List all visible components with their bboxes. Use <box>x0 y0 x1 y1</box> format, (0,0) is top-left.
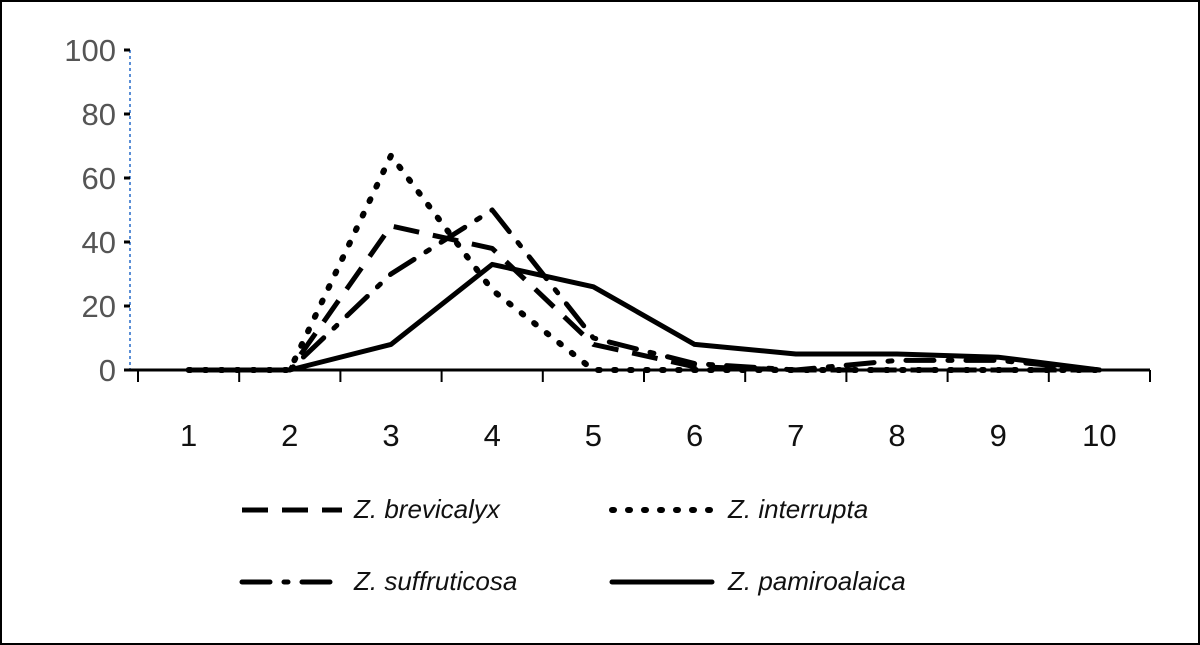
x-axis: 1 2 3 4 5 6 7 8 9 10 <box>130 368 1151 453</box>
x-tick-label: 5 <box>585 418 602 453</box>
data-point-z-brevicalyx <box>391 226 392 227</box>
legend-item-z-suffruticosa: Z. suffruticosa <box>239 566 517 596</box>
x-tick-label: 2 <box>281 418 298 453</box>
y-axis: 0 20 40 60 80 100 <box>64 33 131 388</box>
x-tick-label: 10 <box>1082 418 1116 453</box>
legend-item-z-interrupta: Z. interrupta <box>609 494 868 524</box>
x-tick-label: 3 <box>382 418 399 453</box>
legend: Z. brevicalyx Z. interrupta Z. suffruticos… <box>239 494 906 596</box>
series-lines <box>185 152 1103 373</box>
y-tick-label: 60 <box>82 161 116 196</box>
x-tick-label: 9 <box>990 418 1007 453</box>
x-tick-label: 7 <box>787 418 804 453</box>
legend-label: Z. interrupta <box>727 494 868 524</box>
data-point-z-suffruticosa <box>897 360 898 361</box>
data-point-z-suffruticosa <box>998 360 999 361</box>
x-tick-label: 6 <box>686 418 703 453</box>
x-tick-label: 4 <box>484 418 501 453</box>
y-tick-label: 0 <box>99 353 116 388</box>
legend-label: Z. brevicalyx <box>353 494 501 524</box>
legend-label: Z. suffruticosa <box>353 566 517 596</box>
legend-item-z-brevicalyx: Z. brevicalyx <box>242 494 501 524</box>
y-tick-label: 20 <box>82 289 116 324</box>
legend-item-z-pamiroalaica: Z. pamiroalaica <box>609 566 906 596</box>
x-tick-label: 8 <box>888 418 905 453</box>
x-tick-label: 1 <box>180 418 197 453</box>
y-tick-label: 100 <box>64 33 116 68</box>
y-tick-label: 40 <box>82 225 116 260</box>
series-line-z-pamiroalaica <box>186 261 1102 373</box>
series-line-z-suffruticosa <box>186 207 1102 373</box>
y-tick-label: 80 <box>82 97 116 132</box>
series-line-z-brevicalyx <box>188 223 1100 373</box>
data-point-z-interrupta <box>492 290 493 291</box>
series-line-z-interrupta <box>185 152 1103 373</box>
legend-label: Z. pamiroalaica <box>727 566 906 596</box>
